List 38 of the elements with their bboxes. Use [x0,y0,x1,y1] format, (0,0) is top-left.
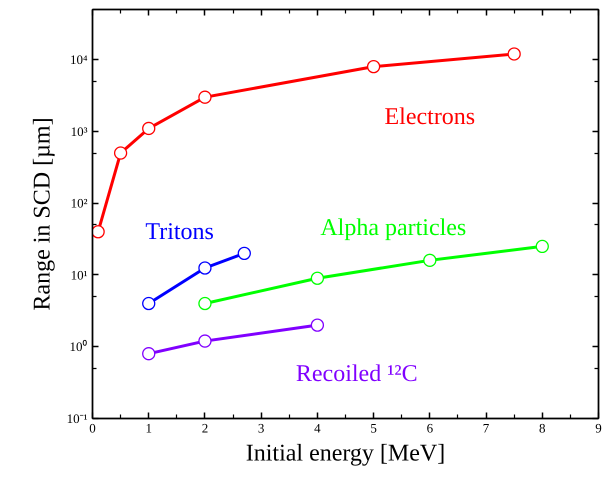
series-label: Recoiled ¹²C [296,360,418,387]
x-tick-label: 8 [539,420,546,436]
series-label: Electrons [384,104,476,130]
point [508,47,521,61]
y-tick-label: 10⁴ [70,52,88,68]
series-label: Tritons [145,218,214,245]
x-tick-label: 1 [145,420,152,436]
y-tick-label: 10³ [70,124,88,139]
x-tick-label: 2 [202,420,208,436]
point [92,225,105,238]
point [142,347,156,360]
x-tick-label: 0 [89,420,96,436]
y-tick-label: 10² [70,196,88,211]
point [238,246,251,260]
y-tick-label: 10¹ [70,267,88,282]
y-tick-label: 10⁻¹ [66,411,88,426]
x-tick-label: 5 [370,420,377,436]
x-tick-label: 3 [258,420,264,436]
point [198,90,212,104]
x-tick-label: 6 [426,420,434,436]
series-label: Alpha particles [320,215,466,242]
point [366,60,380,74]
point [310,318,324,332]
y-tick-label: 10⁰ [70,339,88,354]
point [536,240,549,254]
point [142,296,156,310]
point [423,254,436,267]
point [198,296,212,310]
point [310,272,324,285]
x-axis-title: Initial energy [MeV] [246,440,446,466]
point [198,334,212,348]
x-tick-label: 7 [482,420,490,436]
point [142,122,156,136]
point [114,146,128,160]
x-tick-label: 4 [314,420,322,436]
x-tick-label: 9 [595,420,602,436]
y-axis-title: Range in SCD [µm] [30,117,56,311]
point [198,261,212,275]
